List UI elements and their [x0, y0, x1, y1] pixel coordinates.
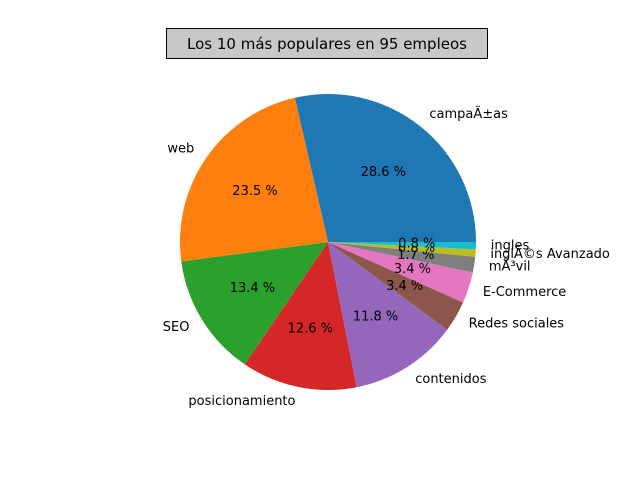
slice-pct-label: 0.8 %	[398, 237, 435, 252]
slice-pct-label: 11.8 %	[353, 309, 398, 324]
slice-category-label: mÃ³vil	[489, 258, 531, 274]
slice-category-label: posicionamiento	[188, 394, 295, 409]
slice-pct-label: 28.6 %	[361, 165, 406, 180]
slice-pct-label: 13.4 %	[230, 281, 275, 296]
pie-slice-ingla-s-avanzado	[328, 242, 476, 257]
slice-pct-label: 3.4 %	[386, 279, 423, 294]
slice-category-label: SEO	[163, 320, 190, 335]
chart-title: Los 10 más populares en 95 empleos	[166, 28, 488, 59]
slice-category-label: Redes sociales	[469, 316, 565, 331]
slice-pct-label: 1.7 %	[397, 248, 434, 263]
slice-pct-label: 3.4 %	[394, 262, 431, 277]
slice-category-label: E-Commerce	[483, 285, 566, 300]
slice-pct-label: 23.5 %	[232, 184, 277, 199]
pie-slice-posicionamiento	[244, 242, 357, 390]
pie-slice-campaa-as	[294, 94, 476, 242]
slice-category-label: contenidos	[415, 372, 486, 387]
pie-slice-seo	[181, 242, 328, 365]
pie-slice-redes-sociales	[328, 242, 464, 330]
slice-category-label: ingles	[491, 239, 530, 254]
pie-slice-ingles	[328, 242, 476, 250]
slice-category-label: campaÃ±as	[429, 106, 508, 122]
slice-category-label: web	[167, 142, 194, 157]
slice-pct-label: 12.6 %	[288, 322, 333, 337]
slice-category-label: inglÃ©s Avanzado	[490, 246, 610, 262]
pie-slice-e-commerce	[328, 242, 473, 303]
pie-slice-ma-3vil	[328, 242, 476, 273]
pie-slice-contenidos	[328, 242, 448, 388]
pie-slice-web	[179, 97, 328, 262]
